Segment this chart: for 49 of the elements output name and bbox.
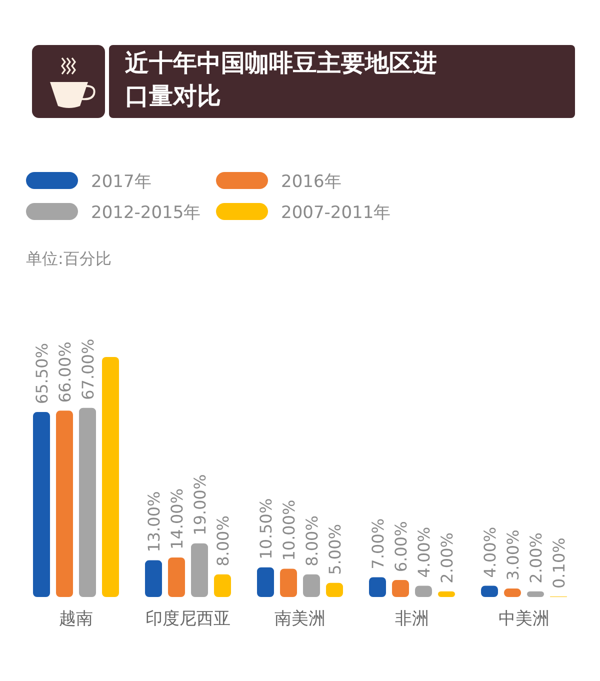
bar bbox=[257, 567, 274, 597]
data-label: 65.50% bbox=[32, 343, 52, 404]
data-label: 5.00% bbox=[326, 524, 344, 575]
x-tick-label: 中美洲 bbox=[498, 609, 550, 629]
data-label: 10.50% bbox=[256, 498, 276, 560]
x-tick-label: 越南 bbox=[59, 609, 93, 629]
data-label: 14.00% bbox=[168, 488, 186, 550]
data-label: 67.00% bbox=[78, 338, 98, 400]
chart-title: 近十年中国咖啡豆主要地区进口量对比 bbox=[125, 48, 438, 112]
bar bbox=[303, 574, 320, 597]
bar bbox=[191, 543, 208, 597]
data-label: 6.00% bbox=[392, 521, 410, 572]
bar bbox=[56, 410, 73, 597]
bar bbox=[326, 582, 343, 597]
data-label: 8.00% bbox=[214, 516, 232, 566]
bar bbox=[438, 591, 455, 597]
x-tick-label: 非洲 bbox=[395, 609, 429, 629]
data-label: 19.00% bbox=[190, 474, 210, 536]
bar bbox=[369, 577, 386, 597]
legend-label: 2017年 bbox=[91, 172, 152, 192]
bar bbox=[145, 560, 162, 597]
bar bbox=[392, 580, 409, 597]
data-label: 2.00% bbox=[438, 532, 456, 584]
text: 单位:百分比 bbox=[26, 249, 112, 268]
bar bbox=[481, 586, 498, 597]
data-label: 4.00% bbox=[414, 526, 434, 578]
data-label: 2.00% bbox=[526, 532, 546, 584]
x-tick-label: 南美洲 bbox=[274, 609, 326, 629]
data-label: 10.00% bbox=[280, 500, 298, 561]
data-label: 4.00% bbox=[480, 526, 500, 578]
bar bbox=[79, 408, 96, 597]
data-label: 7.00% bbox=[368, 518, 388, 570]
data-label: 0.10% bbox=[550, 538, 568, 588]
bar bbox=[214, 574, 231, 597]
bar bbox=[415, 586, 432, 597]
bar bbox=[33, 412, 50, 597]
bar bbox=[280, 568, 297, 597]
bar bbox=[168, 557, 185, 597]
data-label: 66.00% bbox=[56, 342, 74, 403]
data-label: 13.00% bbox=[144, 491, 164, 552]
bar bbox=[504, 588, 521, 597]
bar bbox=[102, 357, 119, 597]
bar bbox=[527, 591, 544, 597]
data-label: 3.00% bbox=[504, 530, 522, 581]
x-tick-label: 印度尼西亚 bbox=[146, 609, 230, 629]
legend-label: 2016年 bbox=[281, 172, 342, 192]
data-label: 8.00% bbox=[302, 516, 322, 566]
legend-label: 2012-2015年 bbox=[91, 203, 201, 223]
legend-label: 2007-2011年 bbox=[281, 203, 391, 223]
